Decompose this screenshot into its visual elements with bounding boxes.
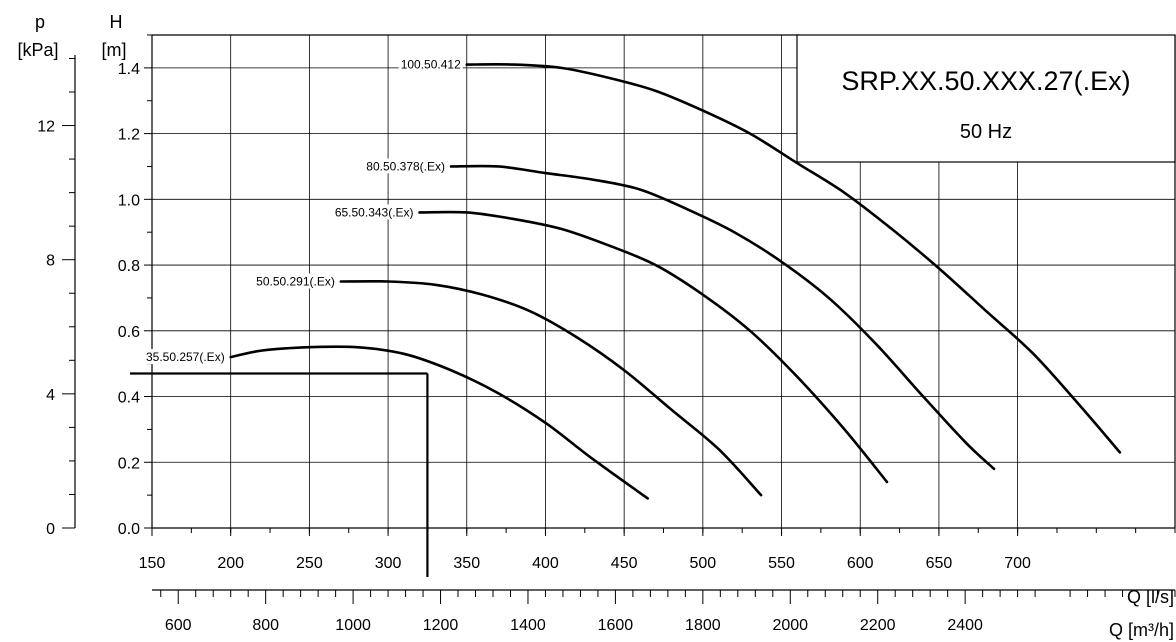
x-tick-label: 600 bbox=[847, 555, 874, 572]
h-tick-label: 1.4 bbox=[118, 61, 140, 78]
curve-label-background bbox=[398, 56, 463, 72]
curve-label: 100.50.412 bbox=[401, 58, 461, 72]
p-tick-label: 0 bbox=[46, 521, 55, 538]
h-tick-label: 0.2 bbox=[118, 455, 140, 472]
curve-label-background bbox=[364, 158, 448, 174]
x-tick-label: 200 bbox=[217, 555, 244, 572]
x-tick-label: 350 bbox=[453, 555, 480, 572]
p-tick-label: 4 bbox=[46, 387, 55, 404]
h-tick-label: 1.0 bbox=[118, 192, 140, 209]
x2-tick-label: 1600 bbox=[598, 617, 634, 634]
curve-label-background bbox=[332, 204, 416, 220]
pump-curve-3 bbox=[418, 210, 889, 484]
h-axis-title: H bbox=[110, 12, 123, 32]
curve-label-background bbox=[254, 273, 337, 289]
x-tick-label: 400 bbox=[532, 555, 559, 572]
ticks: 150 200 250 300 350 400 450 500 550 600 650 700 0.0 0… bbox=[37, 34, 1176, 634]
chart-subtitle: 50 Hz bbox=[960, 121, 1012, 143]
x-tick-label: 700 bbox=[1004, 555, 1031, 572]
pump-curve-5 bbox=[465, 63, 1122, 454]
title-box: SRP.XX.50.XXX.27(.Ex) 50 Hz bbox=[796, 34, 1176, 163]
h-tick-label: 0.0 bbox=[118, 521, 140, 538]
axes bbox=[74, 34, 1176, 591]
x2-tick-label: 800 bbox=[252, 617, 279, 634]
h-tick-label: 1.2 bbox=[118, 127, 140, 144]
x2-tick-label: 2400 bbox=[947, 617, 983, 634]
x2-tick-label: 1400 bbox=[510, 617, 546, 634]
x2-tick-label: 1000 bbox=[335, 617, 371, 634]
x2-tick-label: 2000 bbox=[772, 617, 808, 634]
x-tick-label: 300 bbox=[375, 555, 402, 572]
curve-label: 35.50.257(.Ex) bbox=[146, 350, 225, 364]
curve-labels: 35.50.257(.Ex) 50.50.291(.Ex) 65.50.343(.E… bbox=[143, 56, 463, 365]
chart-title: SRP.XX.50.XXX.27(.Ex) bbox=[841, 66, 1130, 96]
h-tick-label: 0.8 bbox=[118, 258, 140, 275]
p-axis-title: p bbox=[35, 12, 45, 32]
x-tick-label: 450 bbox=[611, 555, 638, 572]
pump-curve-2 bbox=[339, 279, 763, 497]
x-tick-label: 250 bbox=[296, 555, 323, 572]
x2-tick-label: 2200 bbox=[860, 617, 896, 634]
pump-curves bbox=[229, 63, 1122, 500]
curve-label-background bbox=[143, 349, 227, 365]
h-axis-unit: [m] bbox=[102, 40, 127, 60]
x2-tick-label: 1200 bbox=[423, 617, 459, 634]
curve-label: 50.50.291(.Ex) bbox=[256, 275, 335, 289]
x-axis-title: Q [l/s] bbox=[1127, 587, 1174, 607]
p-axis-unit: [kPa] bbox=[17, 40, 58, 60]
pump-curve-1 bbox=[229, 345, 650, 500]
x-tick-label: 550 bbox=[768, 555, 795, 572]
curve-label: 80.50.378(.Ex) bbox=[366, 159, 445, 173]
p-tick-label: 12 bbox=[37, 119, 55, 136]
x-tick-label: 650 bbox=[926, 555, 953, 572]
x-tick-label: 500 bbox=[689, 555, 716, 572]
title-box-frame bbox=[796, 34, 1176, 163]
curve-label: 65.50.343(.Ex) bbox=[335, 205, 414, 219]
h-tick-label: 0.6 bbox=[118, 324, 140, 341]
operating-point bbox=[130, 372, 429, 577]
x-tick-label: 150 bbox=[139, 555, 166, 572]
h-tick-label: 0.4 bbox=[118, 390, 140, 407]
x2-tick-label: 1800 bbox=[685, 617, 721, 634]
x2-axis-title: Q [m³/h] bbox=[1109, 620, 1174, 640]
p-tick-label: 8 bbox=[46, 253, 55, 270]
pump-curve-4 bbox=[449, 164, 996, 471]
x2-tick-label: 600 bbox=[165, 617, 192, 634]
